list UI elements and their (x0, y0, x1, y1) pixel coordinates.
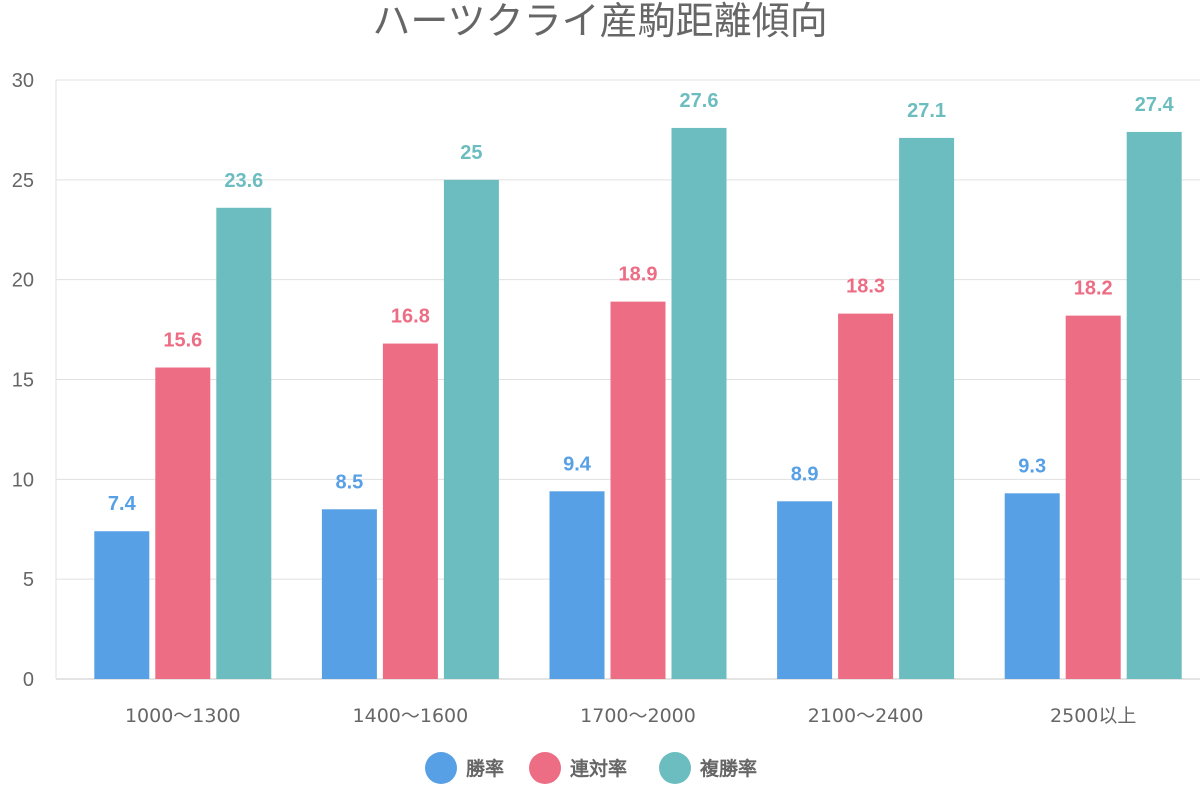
bar-複勝率-2500以上 (1126, 131, 1182, 679)
bar-連対率-2100〜2400 (838, 313, 894, 679)
legend-swatch (659, 752, 691, 784)
data-label: 18.2 (1074, 278, 1113, 300)
bar-複勝率-1700〜2000 (671, 127, 727, 680)
bar-連対率-1700〜2000 (610, 301, 666, 679)
bar-勝率-1000〜1300 (94, 531, 150, 679)
data-label: 16.8 (391, 306, 430, 328)
legend-item-複勝率[interactable]: 複勝率 (659, 752, 757, 784)
x-tick-label: 2500以上 (1050, 705, 1136, 727)
data-label: 27.4 (1135, 94, 1175, 116)
data-label: 8.9 (791, 463, 819, 485)
data-label: 8.5 (335, 471, 363, 493)
x-tick-label: 1000〜1300 (125, 705, 241, 727)
x-tick-label: 2100〜2400 (808, 705, 924, 727)
bar-複勝率-1000〜1300 (216, 207, 272, 679)
y-axis-ticks: 0 5 10 15 20 25 30 (12, 70, 34, 691)
bar-勝率-1400〜1600 (321, 509, 377, 679)
legend-swatch (425, 752, 457, 784)
bar-勝率-1700〜2000 (549, 491, 605, 679)
bar-連対率-2500以上 (1065, 315, 1121, 679)
data-label: 18.9 (619, 264, 658, 286)
legend-item-連対率[interactable]: 連対率 (529, 752, 627, 784)
y-tick-label: 20 (12, 270, 34, 292)
bar-複勝率-2100〜2400 (899, 137, 955, 680)
data-label: 15.6 (163, 330, 202, 352)
legend: 勝率 連対率 複勝率 (425, 752, 757, 784)
legend-item-勝率[interactable]: 勝率 (425, 752, 504, 784)
bar-連対率-1400〜1600 (382, 343, 438, 679)
bars (94, 127, 1182, 680)
y-tick-label: 15 (12, 370, 34, 392)
x-tick-label: 1400〜1600 (353, 705, 469, 727)
y-tick-label: 30 (12, 70, 34, 92)
data-label: 27.6 (680, 90, 719, 112)
legend-swatch (529, 752, 561, 784)
bar-勝率-2500以上 (1004, 493, 1060, 679)
data-label: 27.1 (907, 100, 946, 122)
chart-title: ハーツクライ産駒距離傾向 (372, 0, 827, 43)
x-axis-ticks: 1000〜1300 1400〜1600 1700〜2000 2100〜2400 2500… (125, 705, 1136, 727)
legend-label: 連対率 (570, 757, 627, 780)
bar-複勝率-1400〜1600 (443, 179, 499, 680)
y-tick-label: 5 (23, 569, 34, 591)
data-label: 9.3 (1018, 455, 1046, 477)
data-label: 25 (460, 142, 482, 164)
bar-勝率-2100〜2400 (777, 501, 833, 679)
data-label: 18.3 (846, 276, 885, 298)
y-tick-label: 25 (12, 170, 34, 192)
legend-label: 複勝率 (699, 757, 757, 780)
y-tick-label: 0 (23, 669, 34, 691)
y-tick-label: 10 (12, 469, 34, 491)
data-labels: 7.4 15.6 23.6 8.5 16.8 25 9.4 18.9 27.6 8.9 18.3 27… (108, 90, 1175, 515)
data-label: 9.4 (563, 453, 592, 475)
data-label: 7.4 (108, 493, 137, 515)
data-label: 23.6 (224, 170, 263, 192)
x-tick-label: 1700〜2000 (580, 705, 696, 727)
legend-label: 勝率 (466, 757, 504, 780)
bar-連対率-1000〜1300 (155, 367, 211, 679)
